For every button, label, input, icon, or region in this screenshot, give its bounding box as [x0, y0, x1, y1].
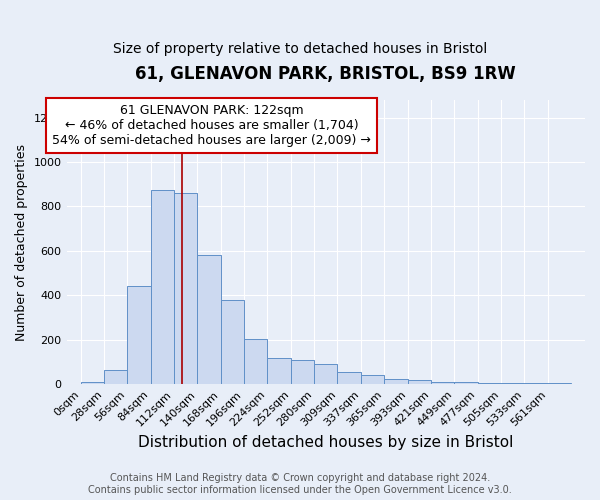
Bar	[291, 360, 314, 384]
Bar	[197, 256, 221, 384]
Bar	[384, 378, 407, 384]
Bar	[268, 358, 291, 384]
Bar	[337, 372, 361, 384]
Bar	[221, 300, 244, 384]
Bar	[244, 338, 268, 384]
Bar	[127, 286, 151, 384]
Bar	[361, 376, 384, 384]
Bar	[501, 383, 524, 384]
Text: Contains HM Land Registry data © Crown copyright and database right 2024.
Contai: Contains HM Land Registry data © Crown c…	[88, 474, 512, 495]
Bar	[478, 383, 501, 384]
Bar	[407, 380, 431, 384]
Bar	[151, 190, 174, 384]
Bar	[431, 382, 454, 384]
Bar	[454, 382, 478, 384]
Bar	[314, 364, 337, 384]
Y-axis label: Number of detached properties: Number of detached properties	[15, 144, 28, 340]
Bar	[174, 193, 197, 384]
Bar	[548, 383, 571, 384]
Text: Size of property relative to detached houses in Bristol: Size of property relative to detached ho…	[113, 42, 487, 56]
Bar	[80, 382, 104, 384]
Text: 61 GLENAVON PARK: 122sqm
← 46% of detached houses are smaller (1,704)
54% of sem: 61 GLENAVON PARK: 122sqm ← 46% of detach…	[52, 104, 371, 147]
Title: 61, GLENAVON PARK, BRISTOL, BS9 1RW: 61, GLENAVON PARK, BRISTOL, BS9 1RW	[136, 65, 516, 83]
X-axis label: Distribution of detached houses by size in Bristol: Distribution of detached houses by size …	[138, 435, 514, 450]
Bar	[104, 370, 127, 384]
Bar	[524, 383, 548, 384]
